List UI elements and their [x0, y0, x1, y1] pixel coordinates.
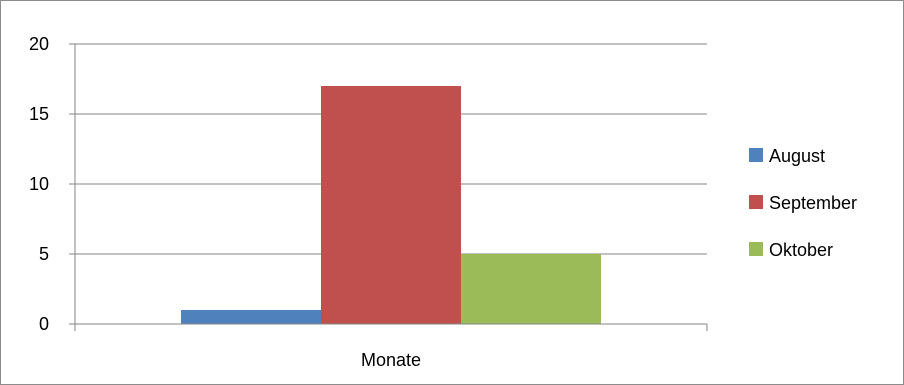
axes: [69, 43, 708, 331]
y-tick-label: 0: [39, 314, 49, 334]
x-tick-labels: Monate: [361, 350, 421, 370]
legend-swatch-oktober: [749, 242, 763, 256]
bar-september: [321, 86, 461, 324]
y-tick-label: 10: [29, 174, 49, 194]
bar-august: [181, 310, 321, 324]
y-tick-label: 5: [39, 244, 49, 264]
bars: [181, 86, 601, 324]
legend-swatch-august: [749, 148, 763, 162]
legend-label: August: [769, 146, 825, 166]
x-tick-label: Monate: [361, 350, 421, 370]
legend: August September Oktober: [749, 146, 857, 260]
y-tick-label: 15: [29, 104, 49, 124]
y-tick-labels: 0 5 10 15 20: [29, 34, 49, 334]
bar-oktober: [461, 254, 601, 324]
y-tick-label: 20: [29, 34, 49, 54]
legend-label: Oktober: [769, 240, 833, 260]
legend-swatch-september: [749, 195, 763, 209]
legend-label: September: [769, 193, 857, 213]
